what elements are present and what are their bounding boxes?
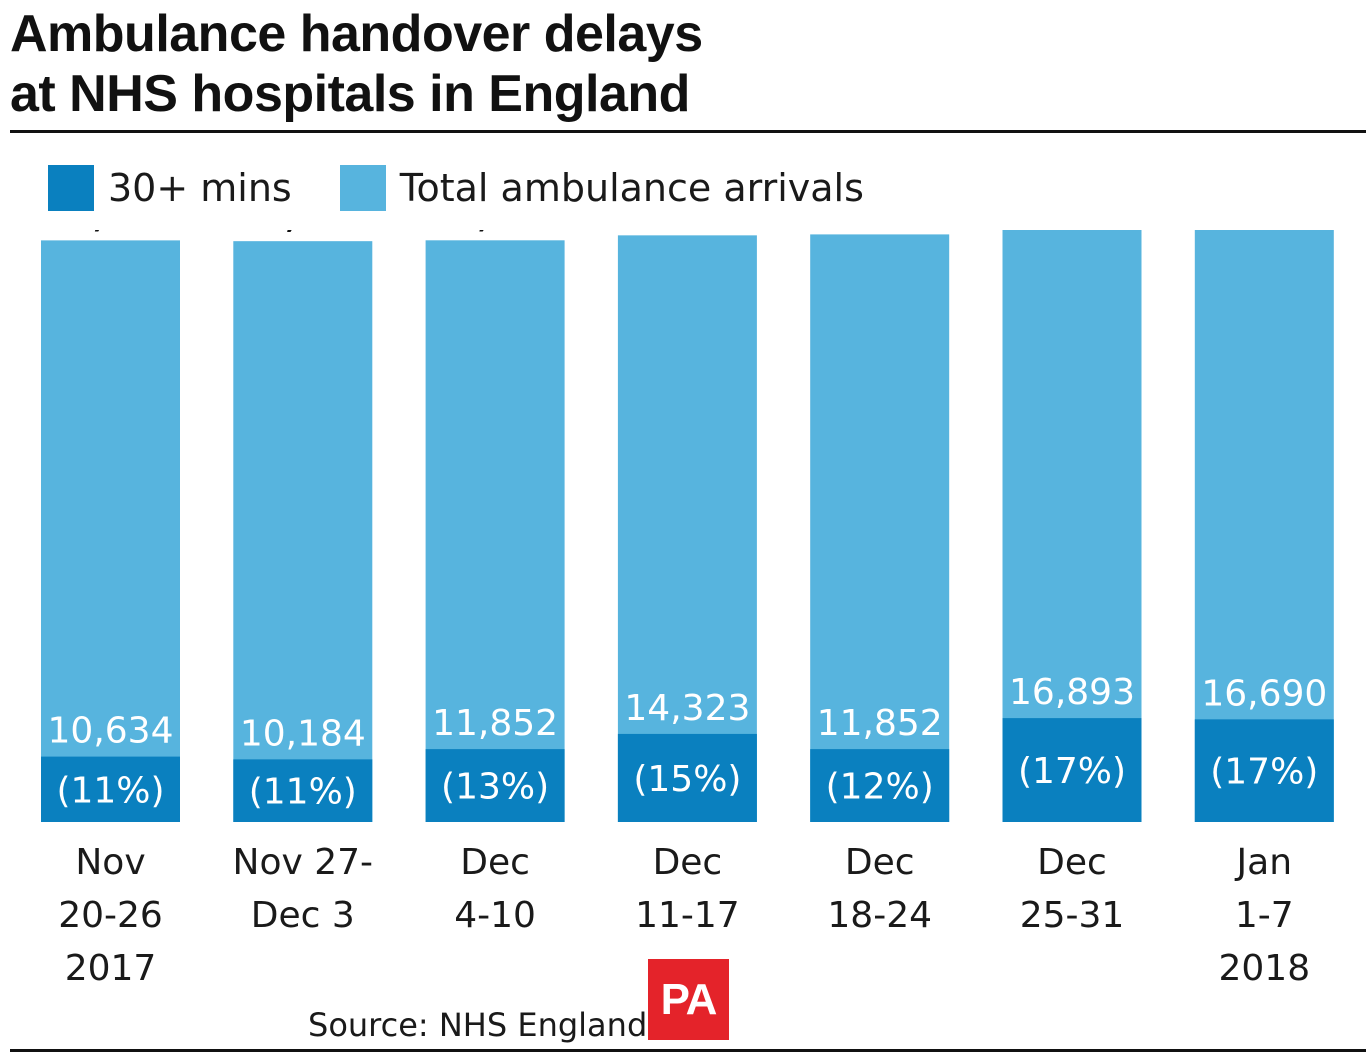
category-label-4-line-2: 11-17 <box>635 895 740 936</box>
bar-total-4 <box>617 235 757 822</box>
bar-total-1 <box>41 240 180 823</box>
category-label-1-line-3: 2017 <box>65 948 157 989</box>
category-label-1-line-2: 20-26 <box>58 895 163 936</box>
bar-total-5 <box>810 234 950 823</box>
bar-delayed-6 <box>1002 718 1142 822</box>
label-delayed-percent-2: (11%) <box>249 772 357 813</box>
label-delayed-percent-5: (12%) <box>826 767 934 808</box>
label-delayed-count-1: 10,634 <box>48 711 174 752</box>
label-total-2: 94,444 <box>240 230 365 236</box>
legend: 30+ mins Total ambulance arrivals <box>48 163 912 213</box>
category-label-3-line-1: Dec <box>460 842 530 883</box>
bar-delayed-4 <box>617 733 757 822</box>
category-label-5-line-1: Dec <box>845 842 915 883</box>
legend-swatch-delayed <box>48 165 94 211</box>
bar-total-2 <box>233 241 373 822</box>
bottom-divider <box>10 1049 1366 1052</box>
pa-logo: PA <box>648 959 729 1040</box>
category-label-4-line-1: Dec <box>653 842 723 883</box>
label-delayed-count-7: 16,690 <box>1201 673 1327 714</box>
bar-delayed-2 <box>233 759 373 822</box>
title-line-1: Ambulance handover delays <box>10 5 703 63</box>
category-label-7-line-3: 2018 <box>1218 948 1310 989</box>
label-delayed-percent-1: (11%) <box>56 770 164 811</box>
bar-total-3 <box>425 240 565 822</box>
top-divider <box>10 130 1366 133</box>
category-label-6-line-1: Dec <box>1037 842 1107 883</box>
category-label-5-line-2: 18-24 <box>827 895 932 936</box>
category-label-7-line-2: 1-7 <box>1235 895 1294 936</box>
category-label-6-line-2: 25-31 <box>1020 895 1125 936</box>
label-delayed-percent-3: (13%) <box>441 767 549 808</box>
bar-delayed-1 <box>41 756 180 822</box>
bar-delayed-5 <box>810 749 950 822</box>
title-line-2: at NHS hospitals in England <box>10 65 690 123</box>
label-delayed-count-3: 11,852 <box>432 703 558 744</box>
bar-delayed-3 <box>425 749 565 822</box>
bar-delayed-7 <box>1194 719 1334 822</box>
label-delayed-percent-6: (17%) <box>1018 751 1126 792</box>
category-label-1-line-1: Nov <box>75 842 145 883</box>
category-label-2-line-2: Dec 3 <box>251 895 355 936</box>
label-delayed-percent-4: (15%) <box>633 759 741 800</box>
label-total-3: 94,584 <box>433 230 558 235</box>
label-delayed-count-4: 14,323 <box>624 688 750 729</box>
legend-item-delayed: 30+ mins <box>48 165 292 211</box>
label-total-1: 94,573 <box>48 230 173 235</box>
legend-label-total: Total ambulance arrivals <box>399 166 864 210</box>
category-label-7-line-1: Jan <box>1235 842 1293 883</box>
legend-label-delayed: 30+ mins <box>108 166 292 210</box>
source-note: Source: NHS England <box>308 1006 648 1044</box>
legend-swatch-total <box>339 165 386 211</box>
label-delayed-percent-7: (17%) <box>1210 752 1318 793</box>
category-label-3-line-2: 4-10 <box>454 895 536 936</box>
legend-item-total: Total ambulance arrivals <box>339 165 864 211</box>
chart-title: Ambulance handover delays at NHS hospita… <box>10 4 703 124</box>
label-delayed-count-5: 11,852 <box>817 703 943 744</box>
label-delayed-count-6: 16,893 <box>1009 672 1135 713</box>
bar-chart: 94,573 10,634 (11%) Nov 20-26 2017 94,444 10,18… <box>41 230 1334 989</box>
category-label-2-line-1: Nov 27- <box>233 842 374 883</box>
label-delayed-count-2: 10,184 <box>240 713 366 754</box>
